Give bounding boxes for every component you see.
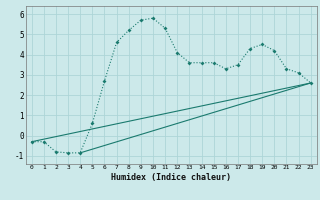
X-axis label: Humidex (Indice chaleur): Humidex (Indice chaleur) <box>111 173 231 182</box>
